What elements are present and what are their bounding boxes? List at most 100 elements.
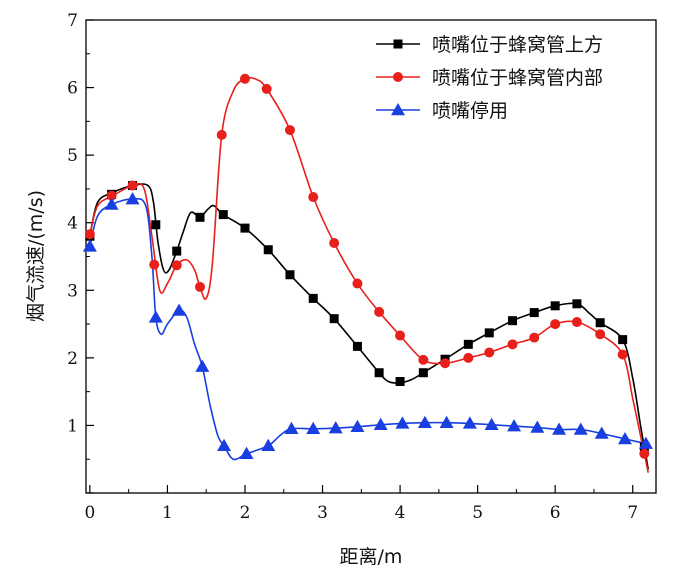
data-point-series-3 — [530, 420, 545, 433]
data-point-series-3 — [284, 421, 299, 435]
data-point-series-2 — [463, 352, 474, 363]
axes-layer: 0 1 2 3 4 5 6 7 1 2 3 4 5 6 7 — [67, 11, 638, 523]
data-point-series-1 — [151, 220, 161, 230]
x-tick-label: 2 — [240, 503, 251, 523]
y-tick-label: 4 — [67, 214, 78, 234]
series-line-1 — [89, 183, 649, 470]
data-point-series-2 — [106, 190, 117, 201]
data-point-series-3 — [417, 415, 432, 428]
legend-label-1: 喷嘴位于蜂窝管上方 — [432, 34, 603, 56]
data-point-series-2 — [529, 332, 540, 343]
data-point-series-2 — [261, 83, 272, 94]
x-tick-label: 0 — [84, 503, 95, 523]
data-point-series-2 — [484, 347, 495, 358]
data-point-series-3 — [217, 438, 232, 451]
data-point-series-3 — [195, 359, 210, 372]
data-point-series-1 — [463, 339, 473, 349]
x-tick-label: 1 — [162, 503, 173, 523]
data-point-series-1 — [263, 245, 273, 255]
data-point-series-2 — [239, 73, 250, 84]
data-point-series-2 — [308, 192, 319, 203]
x-axis-label: 距离/m — [340, 546, 403, 568]
data-point-series-3 — [306, 421, 321, 435]
data-point-series-2 — [639, 448, 650, 459]
y-tick-label: 7 — [67, 11, 78, 31]
y-tick-label: 5 — [67, 146, 78, 166]
data-point-series-3 — [594, 426, 609, 439]
data-point-series-3 — [439, 415, 454, 428]
x-tick-label: 6 — [550, 503, 561, 523]
data-point-series-1 — [308, 293, 318, 303]
data-point-series-3 — [462, 416, 477, 429]
data-point-series-2 — [571, 317, 582, 328]
legend-label-2: 喷嘴位于蜂窝管内部 — [432, 67, 603, 89]
data-point-series-2 — [216, 129, 227, 140]
data-point-series-3 — [350, 419, 365, 433]
data-point-series-2 — [127, 180, 138, 191]
data-point-series-2 — [352, 278, 363, 289]
x-tick-label: 5 — [472, 503, 483, 523]
legend-label-3: 喷嘴停用 — [432, 100, 508, 122]
data-point-series-3 — [395, 416, 410, 429]
data-point-series-3 — [617, 431, 632, 445]
data-point-series-3 — [82, 239, 97, 252]
data-point-series-2 — [171, 260, 182, 271]
data-point-series-3 — [638, 436, 653, 449]
data-point-series-1 — [195, 212, 205, 222]
x-tick-label: 4 — [395, 503, 406, 523]
data-point-series-2 — [149, 259, 160, 270]
data-point-series-1 — [374, 368, 384, 378]
data-point-series-1 — [395, 377, 405, 387]
data-point-series-3 — [172, 303, 187, 316]
y-tick-label: 1 — [67, 416, 78, 436]
data-point-series-3 — [573, 422, 588, 435]
data-point-series-3 — [148, 310, 163, 323]
data-point-series-3 — [328, 421, 343, 434]
series-lines-layer — [89, 76, 649, 473]
y-tick-label: 3 — [67, 281, 78, 301]
data-point-series-2 — [550, 319, 561, 330]
data-point-series-2 — [595, 329, 606, 340]
data-point-series-2 — [418, 354, 429, 365]
legend-marker-1 — [393, 39, 403, 49]
data-point-series-1 — [572, 299, 582, 309]
data-point-series-2 — [284, 125, 295, 136]
data-point-series-3 — [484, 417, 499, 431]
data-point-series-1 — [550, 301, 560, 311]
data-point-series-1 — [618, 335, 628, 345]
data-point-series-1 — [329, 314, 339, 324]
series-line-2 — [89, 76, 649, 473]
data-point-series-3 — [552, 422, 567, 435]
data-point-series-2 — [195, 281, 205, 292]
data-point-series-1 — [352, 341, 362, 351]
data-point-series-2 — [507, 339, 518, 350]
data-point-series-1 — [172, 246, 182, 256]
data-point-series-3 — [104, 197, 119, 210]
data-point-series-2 — [395, 330, 406, 341]
data-point-series-1 — [484, 328, 494, 338]
data-point-series-2 — [329, 237, 340, 248]
data-point-series-1 — [508, 316, 518, 326]
plot-frame — [85, 19, 657, 494]
data-point-series-2 — [84, 229, 95, 240]
y-tick-label: 2 — [67, 349, 78, 369]
y-axis-label: 烟气流速/(m/s) — [25, 190, 47, 322]
data-point-series-3 — [373, 417, 388, 431]
legend-marker-3 — [391, 103, 405, 116]
series-markers-layer — [82, 73, 653, 460]
x-tick-label: 3 — [317, 503, 328, 523]
data-point-series-1 — [418, 368, 428, 378]
x-tick-label: 7 — [627, 503, 638, 523]
data-point-series-3 — [261, 438, 276, 451]
data-point-series-1 — [529, 308, 539, 318]
data-point-series-2 — [440, 358, 451, 369]
data-point-series-2 — [374, 306, 385, 317]
y-tick-label: 6 — [67, 79, 78, 99]
data-point-series-1 — [240, 223, 250, 233]
data-point-series-3 — [239, 446, 254, 460]
series-line-3 — [89, 197, 647, 461]
data-point-series-1 — [218, 210, 228, 220]
